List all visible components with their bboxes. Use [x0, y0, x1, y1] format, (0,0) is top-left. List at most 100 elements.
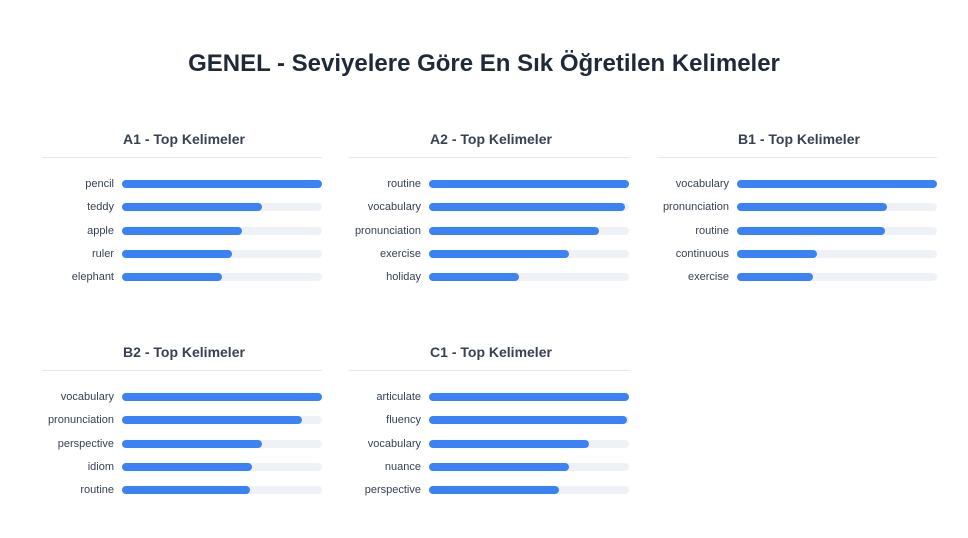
bar-row: idiom	[42, 457, 322, 477]
bar-chart-panel: B2 - Top Kelimeler vocabulary pronunciatio…	[42, 339, 326, 496]
bar-track	[429, 393, 629, 401]
chart-title: C1 - Top Kelimeler	[430, 344, 552, 360]
category-label: pronunciation	[662, 201, 729, 214]
bar	[429, 416, 627, 425]
bar-row: vocabulary	[42, 387, 322, 407]
category-label: exercise	[688, 271, 729, 284]
category-label: nuance	[384, 460, 421, 473]
bar	[122, 273, 222, 282]
bar	[737, 226, 885, 235]
bar-row: routine	[349, 174, 629, 194]
bar-chart-panel: B1 - Top Kelimeler vocabulary pronunciatio…	[657, 126, 941, 283]
bar	[122, 486, 250, 495]
category-label: pronunciation	[47, 414, 114, 427]
bar-row: pronunciation	[349, 221, 629, 241]
bar-row: elephant	[42, 267, 322, 287]
bar-track	[429, 273, 629, 282]
bar-chart-panel: C1 - Top Kelimeler articulate fluency vocab…	[349, 339, 633, 496]
title-divider	[42, 157, 322, 158]
title-divider	[349, 370, 629, 371]
bar-row: pronunciation	[42, 410, 322, 430]
bar	[429, 393, 629, 401]
category-label: vocabulary	[367, 201, 421, 214]
category-label: vocabulary	[60, 391, 114, 403]
category-label: exercise	[380, 247, 421, 260]
bar-row: exercise	[349, 244, 629, 264]
bar	[737, 180, 937, 188]
bar-row: perspective	[42, 434, 322, 454]
bar-row: continuous	[657, 244, 937, 264]
bar-chart-panel: A1 - Top Kelimeler pencil teddy apple ruler e…	[42, 126, 326, 283]
bar-track	[122, 203, 322, 212]
category-label: continuous	[675, 247, 729, 260]
bar	[429, 439, 589, 448]
category-label: vocabulary	[675, 178, 729, 190]
bar-track	[737, 180, 937, 188]
bar-row: pencil	[42, 174, 322, 194]
bar	[429, 273, 519, 282]
bar-track	[429, 486, 629, 495]
bar	[122, 180, 322, 188]
chart-title: B1 - Top Kelimeler	[738, 131, 860, 147]
bar-track	[122, 226, 322, 235]
bar-track	[429, 416, 629, 425]
bar-row: ruler	[42, 244, 322, 264]
bar-track	[429, 249, 629, 258]
category-label: routine	[387, 178, 421, 190]
bar	[429, 486, 559, 495]
bar-row: vocabulary	[349, 434, 629, 454]
category-label: vocabulary	[367, 437, 421, 450]
bar	[737, 249, 817, 258]
bar-row: routine	[42, 480, 322, 500]
category-label: pronunciation	[354, 224, 421, 237]
bar-track	[122, 439, 322, 448]
bar-track	[122, 249, 322, 258]
bar	[429, 180, 629, 188]
bar-chart-panel: A2 - Top Kelimeler routine vocabulary pronu…	[349, 126, 633, 283]
bar-row: apple	[42, 221, 322, 241]
category-label: articulate	[376, 391, 421, 403]
bar-row: vocabulary	[657, 174, 937, 194]
category-label: ruler	[91, 247, 114, 260]
chart-title: A1 - Top Kelimeler	[123, 131, 245, 147]
category-label: pencil	[85, 178, 114, 190]
bar-row: teddy	[42, 197, 322, 217]
bar-track	[122, 180, 322, 188]
bar-track	[737, 273, 937, 282]
category-label: holiday	[386, 271, 421, 284]
bar	[737, 203, 887, 212]
bar	[122, 416, 302, 425]
category-label: routine	[80, 484, 114, 497]
category-label: elephant	[71, 271, 114, 284]
bar	[122, 393, 322, 401]
bar-track	[122, 273, 322, 282]
bar-row: fluency	[349, 410, 629, 430]
bar-track	[122, 486, 322, 495]
bar	[122, 462, 252, 471]
category-label: perspective	[57, 437, 114, 450]
bar-track	[429, 439, 629, 448]
bar-track	[429, 226, 629, 235]
bar	[429, 203, 625, 212]
bar-track	[737, 249, 937, 258]
bar-track	[122, 416, 322, 425]
chart-title: A2 - Top Kelimeler	[430, 131, 552, 147]
bar-row: routine	[657, 221, 937, 241]
category-label: fluency	[386, 414, 421, 427]
category-label: apple	[87, 224, 114, 237]
bar	[122, 439, 262, 448]
bar	[429, 462, 569, 471]
bar	[429, 226, 599, 235]
title-divider	[657, 157, 937, 158]
bar-track	[429, 180, 629, 188]
bar-row: exercise	[657, 267, 937, 287]
bar	[122, 249, 232, 258]
bar	[122, 203, 262, 212]
bar-row: holiday	[349, 267, 629, 287]
category-label: routine	[695, 224, 729, 237]
category-label: idiom	[87, 460, 114, 473]
bar-row: perspective	[349, 480, 629, 500]
bar-row: articulate	[349, 387, 629, 407]
category-label: perspective	[364, 484, 421, 497]
bar-track	[122, 393, 322, 401]
